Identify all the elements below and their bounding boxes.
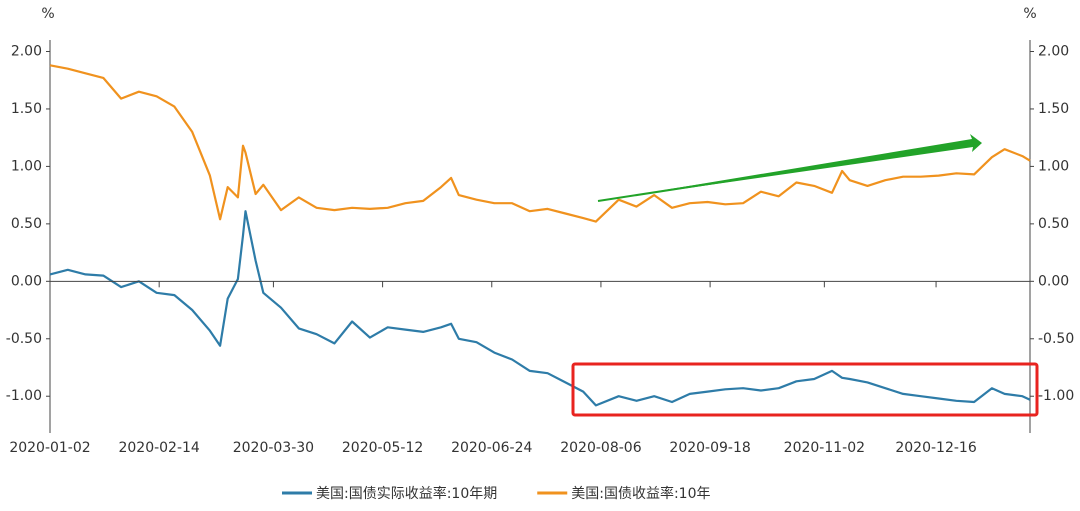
x-tick-label: 2020-08-06: [560, 440, 641, 456]
y-tick-label: 1.00: [11, 158, 42, 174]
y2-tick-label: 2.00: [1038, 43, 1069, 59]
x-tick-label: 2020-01-02: [9, 440, 90, 456]
y-tick-label: 0.00: [11, 273, 42, 289]
y2-axis-label: %: [1023, 6, 1036, 22]
legend-label: 美国:国债收益率:10年: [571, 485, 710, 502]
trend-arrow-shaft: [597, 142, 976, 202]
x-tick-label: 2020-05-12: [342, 440, 423, 456]
y-axis-label: %: [41, 6, 54, 22]
y-tick-label: 2.00: [11, 43, 42, 59]
y2-tick-label: -0.50: [1038, 331, 1074, 347]
x-tick-label: 2020-02-14: [118, 440, 199, 456]
x-tick-label: 2020-06-24: [451, 440, 532, 456]
y2-tick-label: 1.50: [1038, 101, 1069, 117]
y-tick-label: 0.50: [11, 216, 42, 232]
y2-tick-label: -1.00: [1038, 388, 1074, 404]
x-tick-label: 2020-12-16: [895, 440, 976, 456]
x-tick-label: 2020-03-30: [233, 440, 314, 456]
y-tick-label: -0.50: [6, 331, 42, 347]
y2-tick-label: 0.00: [1038, 273, 1069, 289]
y-tick-label: -1.00: [6, 388, 42, 404]
y2-tick-label: 0.50: [1038, 216, 1069, 232]
series-line: [49, 64, 1031, 223]
series-line: [49, 210, 1031, 407]
highlight-box: [571, 362, 1039, 417]
x-tick-label: 2020-09-18: [669, 440, 750, 456]
legend-label: 美国:国债实际收益率:10年期: [316, 485, 497, 502]
y-tick-label: 1.50: [11, 101, 42, 117]
x-tick-label: 2020-11-02: [784, 440, 865, 456]
trend-arrow: [598, 134, 982, 201]
y2-tick-label: 1.00: [1038, 158, 1069, 174]
